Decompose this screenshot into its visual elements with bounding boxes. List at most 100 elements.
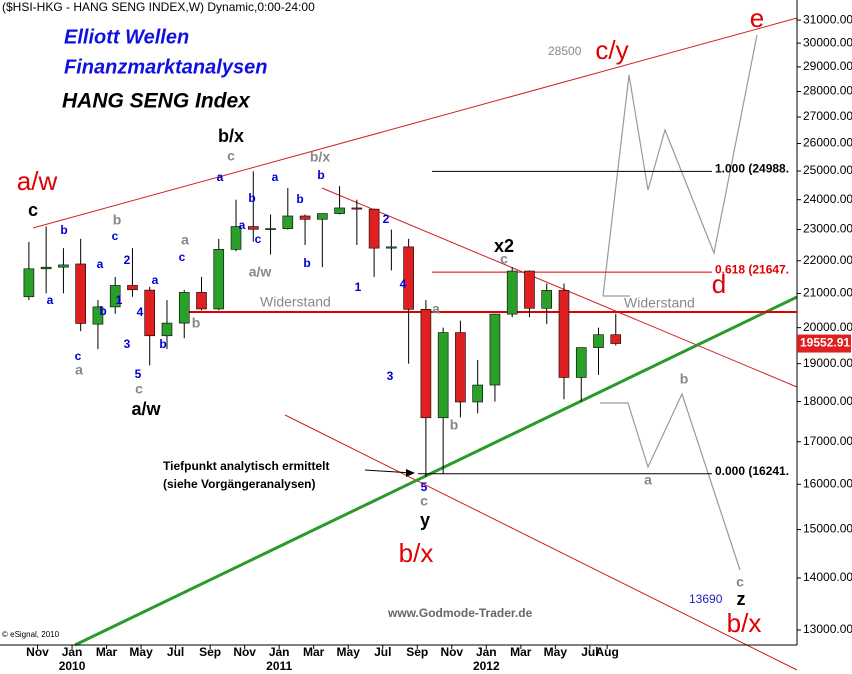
wave-label: a xyxy=(152,273,159,287)
wave-label: c xyxy=(227,148,235,164)
wave-label: b xyxy=(296,192,303,206)
y-tick-label: 23000.00 xyxy=(803,222,852,236)
candle-body xyxy=(161,322,173,337)
header-line: Elliott Wellen xyxy=(64,26,189,48)
y-tick-label: 27000.00 xyxy=(803,109,852,123)
candle-body xyxy=(386,246,397,249)
candle-body xyxy=(403,246,414,310)
y-tick-label: 29000.00 xyxy=(803,59,852,73)
wave-label: d xyxy=(712,269,726,299)
wave-label: b xyxy=(113,212,122,228)
candle-body xyxy=(472,384,483,403)
wave-label: b xyxy=(60,223,67,237)
y-tick-label: 15000.00 xyxy=(803,522,852,536)
wave-label: a xyxy=(181,232,189,248)
wave-label: a xyxy=(47,293,54,307)
y-tick-label: 13000.00 xyxy=(803,622,852,636)
wave-label: z xyxy=(737,589,746,609)
header-line: HANG SENG Index xyxy=(62,90,251,113)
wave-label: a/w xyxy=(17,166,58,196)
candle-body xyxy=(455,332,466,403)
wave-label: c xyxy=(75,349,82,363)
annotation: 13690 xyxy=(689,592,723,606)
wave-label: b/x xyxy=(218,126,244,146)
wave-label: b xyxy=(192,315,201,331)
arrow-head xyxy=(406,469,415,477)
x-tick-label: Jan xyxy=(62,645,83,659)
candle-body xyxy=(317,213,328,220)
y-tick-label: 22000.00 xyxy=(803,253,852,267)
wave-label: c/y xyxy=(595,35,628,65)
upper-channel xyxy=(32,17,798,229)
support-line xyxy=(74,295,798,647)
y-tick-label: 18000.00 xyxy=(803,394,852,408)
fib-label: 0.618 (21647. xyxy=(715,262,789,276)
x-tick-label: Sep xyxy=(406,645,428,659)
wave-label: c xyxy=(500,251,508,267)
wave-label: 2 xyxy=(383,212,390,226)
forecast-up xyxy=(602,34,758,297)
y-tick-label: 28000.00 xyxy=(803,84,852,98)
x-tick-label: Jan xyxy=(269,645,290,659)
x-tick-label: May xyxy=(337,645,361,659)
candle-body xyxy=(213,249,225,310)
annotation: (siehe Vorgängeranalysen) xyxy=(163,477,316,491)
watermark: www.Godmode-Trader.de xyxy=(387,606,533,620)
candle-body xyxy=(437,332,449,419)
last-value-box xyxy=(797,334,851,353)
x-tick-label: Nov xyxy=(440,645,463,659)
wave-label: x2 xyxy=(494,236,514,256)
last-value-label: 19552.91 xyxy=(800,336,850,350)
wave-label: c xyxy=(112,229,119,243)
wave-label: 4 xyxy=(137,305,144,319)
resistance-label: Widerstand xyxy=(260,294,331,310)
y-tick-label: 25000.00 xyxy=(803,163,852,177)
wave-label: b xyxy=(317,168,324,182)
candle-body xyxy=(489,313,501,386)
candle-body xyxy=(368,208,380,249)
year-label: 2012 xyxy=(473,659,500,673)
candle-body xyxy=(506,270,518,315)
y-tick-label: 24000.00 xyxy=(803,192,852,206)
x-tick-label: May xyxy=(129,645,153,659)
candle-body xyxy=(92,306,104,325)
wave-label: e xyxy=(750,3,764,33)
candle-body xyxy=(558,290,570,378)
candle-body xyxy=(75,263,86,324)
forecast-down xyxy=(600,392,741,571)
candle-body xyxy=(299,215,311,220)
x-tick-label: May xyxy=(544,645,568,659)
x-tick-label: Mar xyxy=(303,645,325,659)
wave-label: b xyxy=(159,337,166,351)
y-tick-label: 17000.00 xyxy=(803,434,852,448)
x-tick-label: Nov xyxy=(26,645,49,659)
descending-line xyxy=(321,187,798,388)
wave-label: b xyxy=(680,371,689,387)
wave-label: b xyxy=(248,191,255,205)
candle-body xyxy=(144,289,156,337)
candle-body xyxy=(420,309,432,419)
candle-body xyxy=(109,285,121,308)
arrow xyxy=(364,469,413,474)
wave-label: 4 xyxy=(400,277,407,291)
y-tick-label: 30000.00 xyxy=(803,35,852,49)
candle-body xyxy=(230,226,242,250)
wave-label: 5 xyxy=(135,367,142,381)
candle-body xyxy=(524,270,535,309)
candle-body xyxy=(178,292,190,324)
x-tick-label: Mar xyxy=(96,645,118,659)
candle-body xyxy=(40,266,52,270)
candle-body xyxy=(541,290,553,309)
x-tick-label: Jul xyxy=(581,645,598,659)
wave-label: c xyxy=(255,232,262,246)
x-tick-label: Sep xyxy=(199,645,221,659)
candle-body xyxy=(265,228,276,230)
wave-label: 3 xyxy=(124,337,131,351)
copyright: © eSignal, 2010 xyxy=(2,630,60,639)
wave-label: c xyxy=(135,381,143,397)
x-tick-label: Jan xyxy=(476,645,497,659)
wave-label: a xyxy=(217,170,224,184)
y-tick-label: 31000.00 xyxy=(803,12,852,26)
wave-label: a xyxy=(75,362,83,378)
